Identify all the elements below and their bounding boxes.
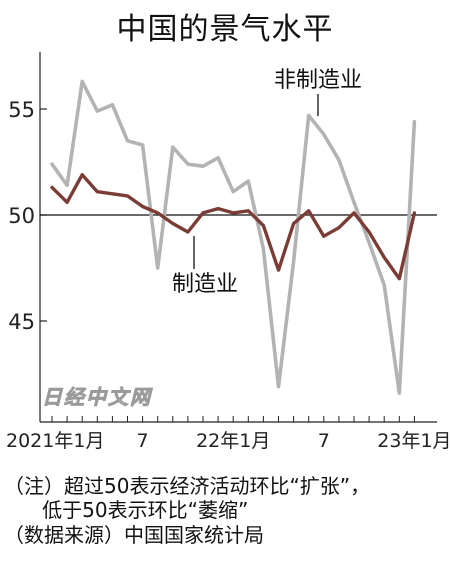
annotation-non-manufacturing: 非制造业 xyxy=(274,68,362,93)
x-tick-label-1: 7 xyxy=(137,430,149,452)
x-tick-label-4: 23年1月 xyxy=(377,430,450,452)
y-tick-label-50: 50 xyxy=(8,204,35,228)
y-tick-label-55: 55 xyxy=(8,98,35,122)
annotation-manufacturing: 制造业 xyxy=(172,272,238,297)
watermark-text: 日经中文网 xyxy=(42,385,153,409)
x-tick-label-0: 2021年1月 xyxy=(6,430,104,452)
note-line-2: 低于50表示环比“萎缩” xyxy=(4,498,249,522)
note-line-1: （注）超过50表示经济活动环比“扩张”， xyxy=(4,474,371,498)
source-note: （数据来源）中国国家统计局 xyxy=(4,523,264,547)
series-line-non-manufacturing xyxy=(50,79,417,395)
x-tick-label-3: 7 xyxy=(318,430,330,452)
x-tick-label-2: 22年1月 xyxy=(196,430,270,452)
chart-title: 中国的景气水平 xyxy=(116,12,334,47)
y-tick-label-45: 45 xyxy=(8,310,35,334)
